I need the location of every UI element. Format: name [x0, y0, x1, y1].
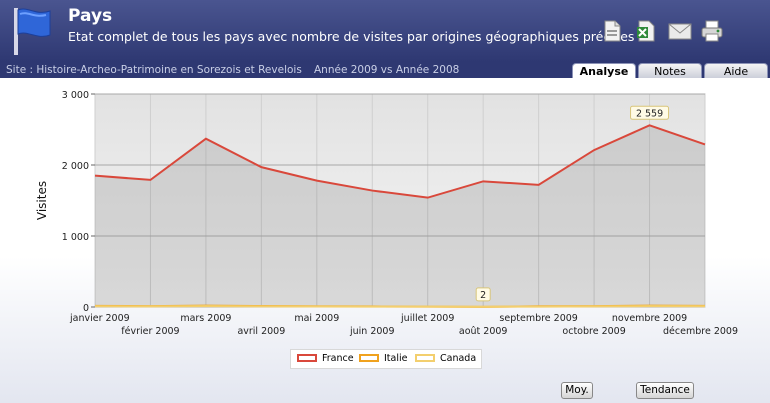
legend-label: France — [322, 353, 354, 364]
series-area-france — [95, 125, 705, 307]
x-tick-label: novembre 2009 — [612, 313, 687, 324]
x-tick-label: juin 2009 — [349, 326, 395, 337]
data-label: 2 559 — [636, 108, 663, 119]
plot-area — [94, 93, 706, 308]
tab-analyse[interactable]: Analyse — [572, 63, 636, 79]
flag-icon — [14, 8, 51, 55]
data-label-box — [475, 287, 491, 302]
series-line-france — [94, 124, 706, 199]
x-tick-label: mars 2009 — [180, 313, 231, 324]
x-tick-label: septembre 2009 — [499, 313, 577, 324]
y-tick-label: 2 000 — [62, 161, 89, 172]
excel-export-icon[interactable] — [634, 20, 658, 42]
trend-button[interactable]: Tendance — [636, 382, 694, 399]
x-tick-label: janvier 2009 — [69, 313, 130, 324]
y-tick-label: 0 — [83, 303, 89, 314]
legend-label: Canada — [440, 353, 477, 364]
tab-aide[interactable]: Aide — [704, 63, 768, 79]
page-title: Pays — [68, 6, 113, 26]
tab-notes[interactable]: Notes — [638, 63, 702, 79]
x-tick-label: février 2009 — [121, 326, 179, 337]
data-label: 2 — [480, 290, 486, 301]
legend-label: Italie — [384, 353, 408, 364]
legend-swatch — [359, 354, 379, 362]
average-button[interactable]: Moy. — [561, 382, 593, 399]
print-icon[interactable] — [700, 20, 724, 42]
report-header: Pays Etat complet de tous les pays avec … — [0, 0, 770, 62]
y-tick-label: 3 000 — [62, 90, 89, 101]
x-tick-label: décembre 2009 — [663, 326, 738, 337]
site-label: Site : Histoire-Archeo-Patrimoine en Sor… — [6, 64, 302, 76]
visits-chart: 0 1 000 2 000 3 000 2 559 2 janvier 2009 févrie… — [35, 90, 738, 337]
email-icon[interactable] — [668, 20, 692, 42]
pdf-export-icon[interactable] — [600, 20, 624, 42]
x-tick-label: avril 2009 — [237, 326, 285, 337]
period-label: Année 2009 vs Année 2008 — [314, 64, 460, 76]
legend-swatch — [415, 354, 435, 362]
x-tick-label: juillet 2009 — [400, 313, 454, 324]
y-axis-label: Visites — [35, 181, 49, 220]
x-tick-label: octobre 2009 — [562, 326, 625, 337]
y-tick-label: 1 000 — [62, 232, 89, 243]
x-tick-label: mai 2009 — [294, 313, 339, 324]
chart-legend: France Italie Canada — [290, 349, 482, 369]
series-line-canada — [94, 305, 706, 308]
x-tick-label: août 2009 — [459, 326, 508, 337]
legend-swatch — [297, 354, 317, 362]
page-subtitle: Etat complet de tous les pays avec nombr… — [68, 29, 635, 44]
data-label-box — [630, 105, 670, 120]
